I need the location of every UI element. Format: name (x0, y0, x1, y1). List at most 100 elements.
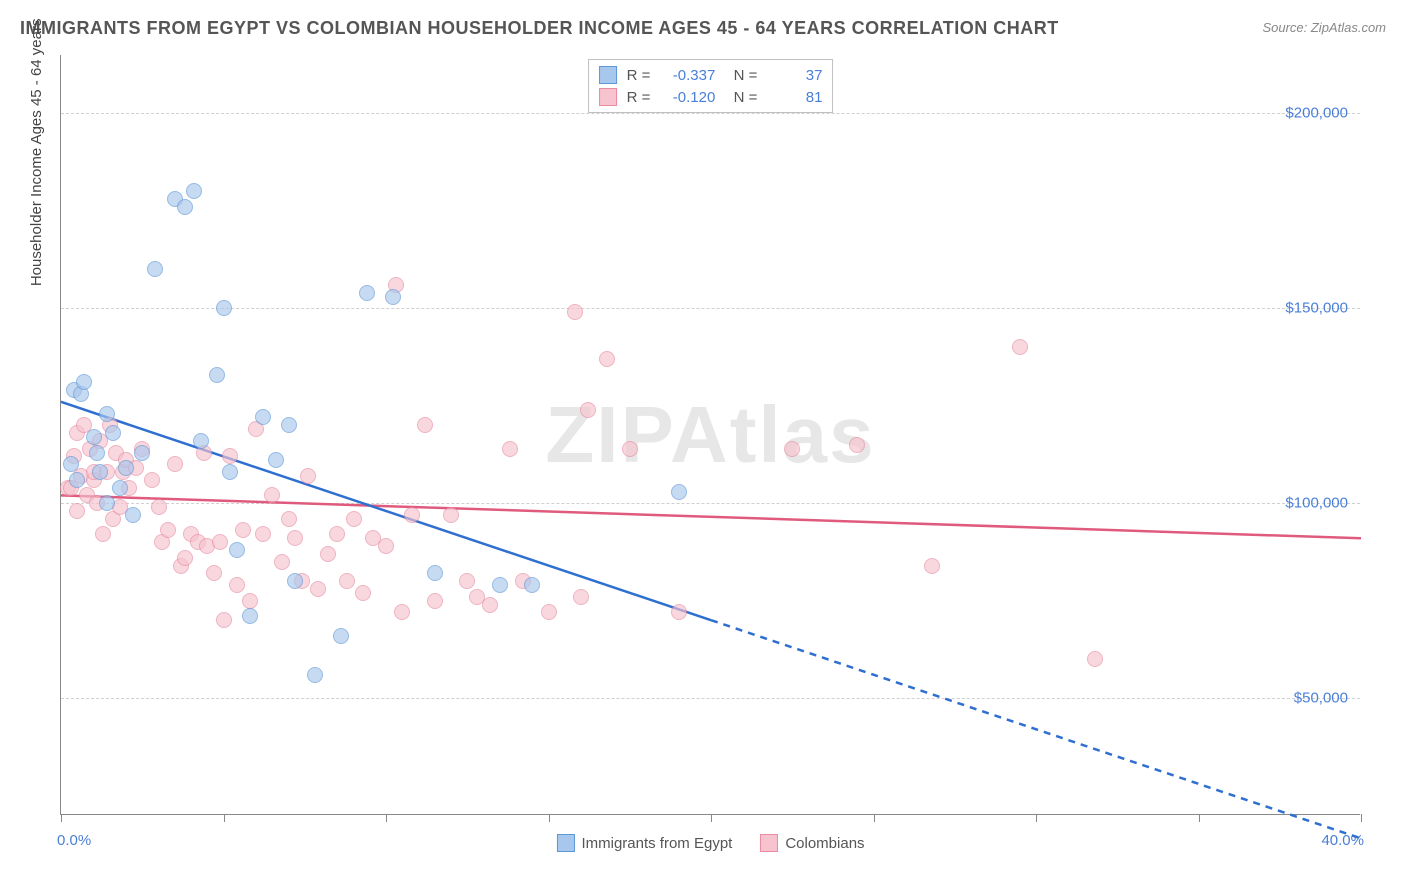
data-point-colombian (151, 499, 167, 515)
data-point-egypt (118, 460, 134, 476)
data-point-egypt (359, 285, 375, 301)
data-point-colombian (274, 554, 290, 570)
legend-r-value-colombian: -0.120 (660, 89, 715, 106)
x-tick (61, 814, 62, 822)
data-point-colombian (378, 538, 394, 554)
data-point-colombian (95, 526, 111, 542)
data-point-egypt (105, 425, 121, 441)
data-point-egypt (287, 573, 303, 589)
data-point-colombian (144, 472, 160, 488)
data-point-colombian (1087, 651, 1103, 667)
data-point-egypt (281, 417, 297, 433)
data-point-egypt (222, 464, 238, 480)
x-tick (1361, 814, 1362, 822)
series-label-egypt: Immigrants from Egypt (581, 835, 732, 852)
x-tick (711, 814, 712, 822)
data-point-colombian (229, 577, 245, 593)
data-point-colombian (300, 468, 316, 484)
data-point-colombian (281, 511, 297, 527)
data-point-egypt (99, 495, 115, 511)
data-point-colombian (443, 507, 459, 523)
x-axis-max-label: 40.0% (1321, 832, 1364, 849)
data-point-colombian (404, 507, 420, 523)
legend-n-value-egypt: 37 (767, 67, 822, 84)
data-point-colombian (329, 526, 345, 542)
legend-swatch-egypt (556, 834, 574, 852)
source-attribution: Source: ZipAtlas.com (1262, 20, 1386, 35)
data-point-egypt (147, 261, 163, 277)
x-axis-min-label: 0.0% (57, 832, 91, 849)
legend-swatch-colombian (760, 834, 778, 852)
data-point-egypt (268, 452, 284, 468)
legend-n-value-colombian: 81 (767, 89, 822, 106)
chart-title: IMMIGRANTS FROM EGYPT VS COLOMBIAN HOUSE… (20, 18, 1059, 39)
data-point-egypt (86, 429, 102, 445)
data-point-colombian (346, 511, 362, 527)
legend-n-label: N = (725, 67, 757, 84)
data-point-egypt (671, 484, 687, 500)
data-point-egypt (193, 433, 209, 449)
legend-n-label: N = (725, 89, 757, 106)
data-point-colombian (177, 550, 193, 566)
x-tick (224, 814, 225, 822)
data-point-egypt (385, 289, 401, 305)
data-point-colombian (427, 593, 443, 609)
chart-container: IMMIGRANTS FROM EGYPT VS COLOMBIAN HOUSE… (0, 0, 1406, 892)
data-point-colombian (622, 441, 638, 457)
data-point-egypt (99, 406, 115, 422)
data-point-colombian (355, 585, 371, 601)
legend-swatch-egypt (599, 66, 617, 84)
data-point-colombian (69, 503, 85, 519)
data-point-egypt (63, 456, 79, 472)
x-tick (1036, 814, 1037, 822)
y-axis-title: Householder Income Ages 45 - 64 years (28, 19, 45, 287)
data-point-colombian (567, 304, 583, 320)
data-point-colombian (206, 565, 222, 581)
data-point-colombian (212, 534, 228, 550)
series-legend-item-colombian: Colombians (760, 834, 864, 852)
x-tick (874, 814, 875, 822)
data-point-colombian (222, 448, 238, 464)
x-tick (1199, 814, 1200, 822)
data-point-colombian (339, 573, 355, 589)
correlation-legend: R = -0.337 N = 37 R = -0.120 N = 81 (588, 59, 834, 113)
data-point-colombian (320, 546, 336, 562)
data-point-colombian (255, 526, 271, 542)
data-point-colombian (242, 593, 258, 609)
trend-line (711, 620, 1361, 838)
data-point-egypt (229, 542, 245, 558)
data-point-colombian (235, 522, 251, 538)
data-point-colombian (167, 456, 183, 472)
data-point-colombian (599, 351, 615, 367)
data-point-egypt (186, 183, 202, 199)
x-tick (549, 814, 550, 822)
data-point-egypt (76, 374, 92, 390)
data-point-colombian (541, 604, 557, 620)
data-point-egypt (92, 464, 108, 480)
data-point-colombian (459, 573, 475, 589)
data-point-egypt (209, 367, 225, 383)
legend-r-label: R = (627, 89, 651, 106)
plot-area: ZIPAtlas R = -0.337 N = 37 R = -0.120 N … (60, 55, 1360, 815)
data-point-egypt (134, 445, 150, 461)
data-point-colombian (784, 441, 800, 457)
series-label-colombian: Colombians (785, 835, 864, 852)
data-point-egypt (125, 507, 141, 523)
data-point-egypt (89, 445, 105, 461)
data-point-colombian (394, 604, 410, 620)
data-point-colombian (580, 402, 596, 418)
x-tick (386, 814, 387, 822)
data-point-colombian (502, 441, 518, 457)
data-point-colombian (216, 612, 232, 628)
correlation-legend-row: R = -0.337 N = 37 (599, 64, 823, 86)
series-legend: Immigrants from Egypt Colombians (556, 834, 864, 852)
data-point-egypt (427, 565, 443, 581)
data-point-colombian (287, 530, 303, 546)
data-point-colombian (1012, 339, 1028, 355)
data-point-colombian (160, 522, 176, 538)
data-point-egypt (333, 628, 349, 644)
data-point-egypt (216, 300, 232, 316)
data-point-colombian (310, 581, 326, 597)
data-point-colombian (417, 417, 433, 433)
correlation-legend-row: R = -0.120 N = 81 (599, 86, 823, 108)
